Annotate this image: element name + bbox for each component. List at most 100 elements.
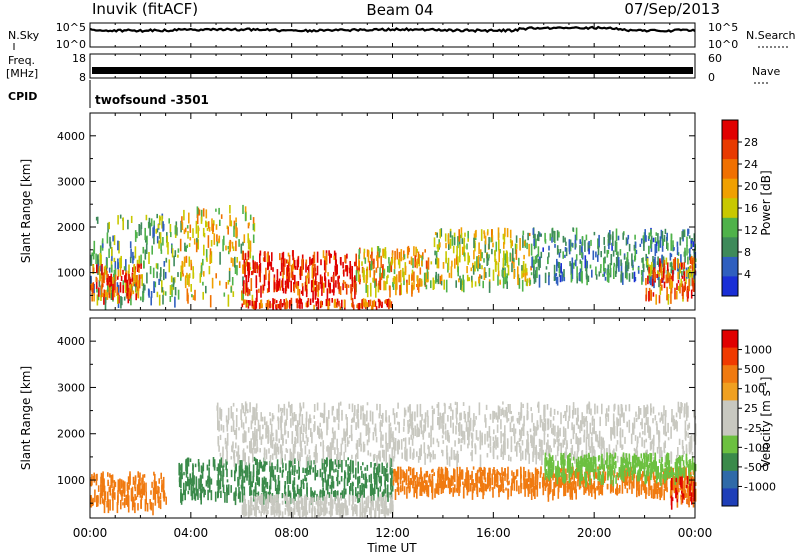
data-cell <box>227 226 229 235</box>
data-cell <box>285 448 288 453</box>
data-cell <box>254 443 256 447</box>
data-cell <box>563 472 565 484</box>
data-cell <box>316 265 319 276</box>
data-cell <box>693 263 695 272</box>
data-cell <box>315 472 318 477</box>
data-cell <box>379 248 381 253</box>
data-cell <box>677 285 680 291</box>
data-cell <box>581 412 583 422</box>
data-cell <box>459 275 461 280</box>
data-cell <box>119 488 121 494</box>
data-cell <box>378 477 381 484</box>
data-cell <box>343 451 345 461</box>
data-cell <box>351 279 354 288</box>
data-cell <box>411 468 414 479</box>
data-cell <box>605 408 608 417</box>
data-cell <box>224 492 226 503</box>
data-cell <box>197 225 199 239</box>
data-cell <box>305 259 308 265</box>
data-cell <box>611 427 614 435</box>
data-cell <box>528 453 530 464</box>
data-cell <box>153 288 156 293</box>
data-cell <box>242 422 245 430</box>
data-cell <box>553 438 555 448</box>
data-cell <box>687 269 690 273</box>
data-cell <box>681 470 683 481</box>
data-cell <box>484 433 486 445</box>
data-cell <box>242 204 244 214</box>
data-cell <box>353 504 356 512</box>
data-cell <box>616 440 619 445</box>
data-cell <box>693 409 695 418</box>
data-cell <box>526 478 529 487</box>
data-cell <box>565 452 568 456</box>
data-cell <box>523 477 525 490</box>
data-cell <box>119 282 122 293</box>
data-cell <box>427 486 430 498</box>
data-cell <box>428 475 430 483</box>
data-cell <box>463 411 466 419</box>
data-cell <box>138 264 140 268</box>
data-cell <box>342 282 344 291</box>
data-cell <box>117 276 119 280</box>
data-cell <box>371 300 374 310</box>
data-cell <box>120 276 123 281</box>
data-cell <box>663 263 665 269</box>
data-cell <box>557 262 560 268</box>
data-cell <box>501 269 504 277</box>
data-cell <box>130 488 133 502</box>
data-cell <box>254 486 257 493</box>
data-cell <box>531 256 533 268</box>
data-cell <box>691 451 694 456</box>
data-cell <box>483 232 486 239</box>
data-cell <box>413 448 415 459</box>
data-cell <box>594 403 596 415</box>
data-cell <box>90 284 92 291</box>
data-cell <box>218 480 220 490</box>
data-cell <box>603 258 605 272</box>
data-cell <box>235 415 238 428</box>
data-cell <box>318 512 320 517</box>
data-cell <box>489 474 491 481</box>
data-cell <box>254 427 256 440</box>
data-cell <box>607 405 610 411</box>
data-cell <box>539 256 541 268</box>
data-cell <box>213 233 216 245</box>
data-cell <box>248 479 250 486</box>
data-cell <box>689 257 692 264</box>
data-cell <box>219 452 222 457</box>
data-cell <box>293 284 296 293</box>
data-cell <box>229 214 231 227</box>
data-cell <box>420 444 422 457</box>
data-cell <box>421 260 423 266</box>
data-cell <box>201 466 204 479</box>
data-cell <box>462 402 465 406</box>
data-cell <box>658 263 660 267</box>
data-cell <box>486 453 489 458</box>
data-cell <box>597 466 599 471</box>
data-cell <box>368 474 371 483</box>
data-cell <box>570 273 573 283</box>
data-cell <box>392 470 394 474</box>
data-cell <box>329 442 332 455</box>
data-cell <box>503 409 505 418</box>
data-cell <box>444 233 447 242</box>
data-cell <box>476 256 478 269</box>
data-cell <box>626 421 628 428</box>
data-cell <box>338 499 340 508</box>
data-cell <box>380 304 383 308</box>
data-cell <box>262 257 265 262</box>
data-cell <box>220 214 223 219</box>
data-cell <box>344 281 347 288</box>
data-cell <box>343 299 346 308</box>
data-cell <box>342 280 345 284</box>
data-cell <box>452 422 454 434</box>
data-cell <box>683 262 686 270</box>
data-cell <box>291 431 294 444</box>
data-cell <box>253 222 256 232</box>
data-cell <box>381 301 383 308</box>
data-cell <box>337 409 340 414</box>
data-cell <box>287 509 290 517</box>
data-cell <box>307 272 309 279</box>
